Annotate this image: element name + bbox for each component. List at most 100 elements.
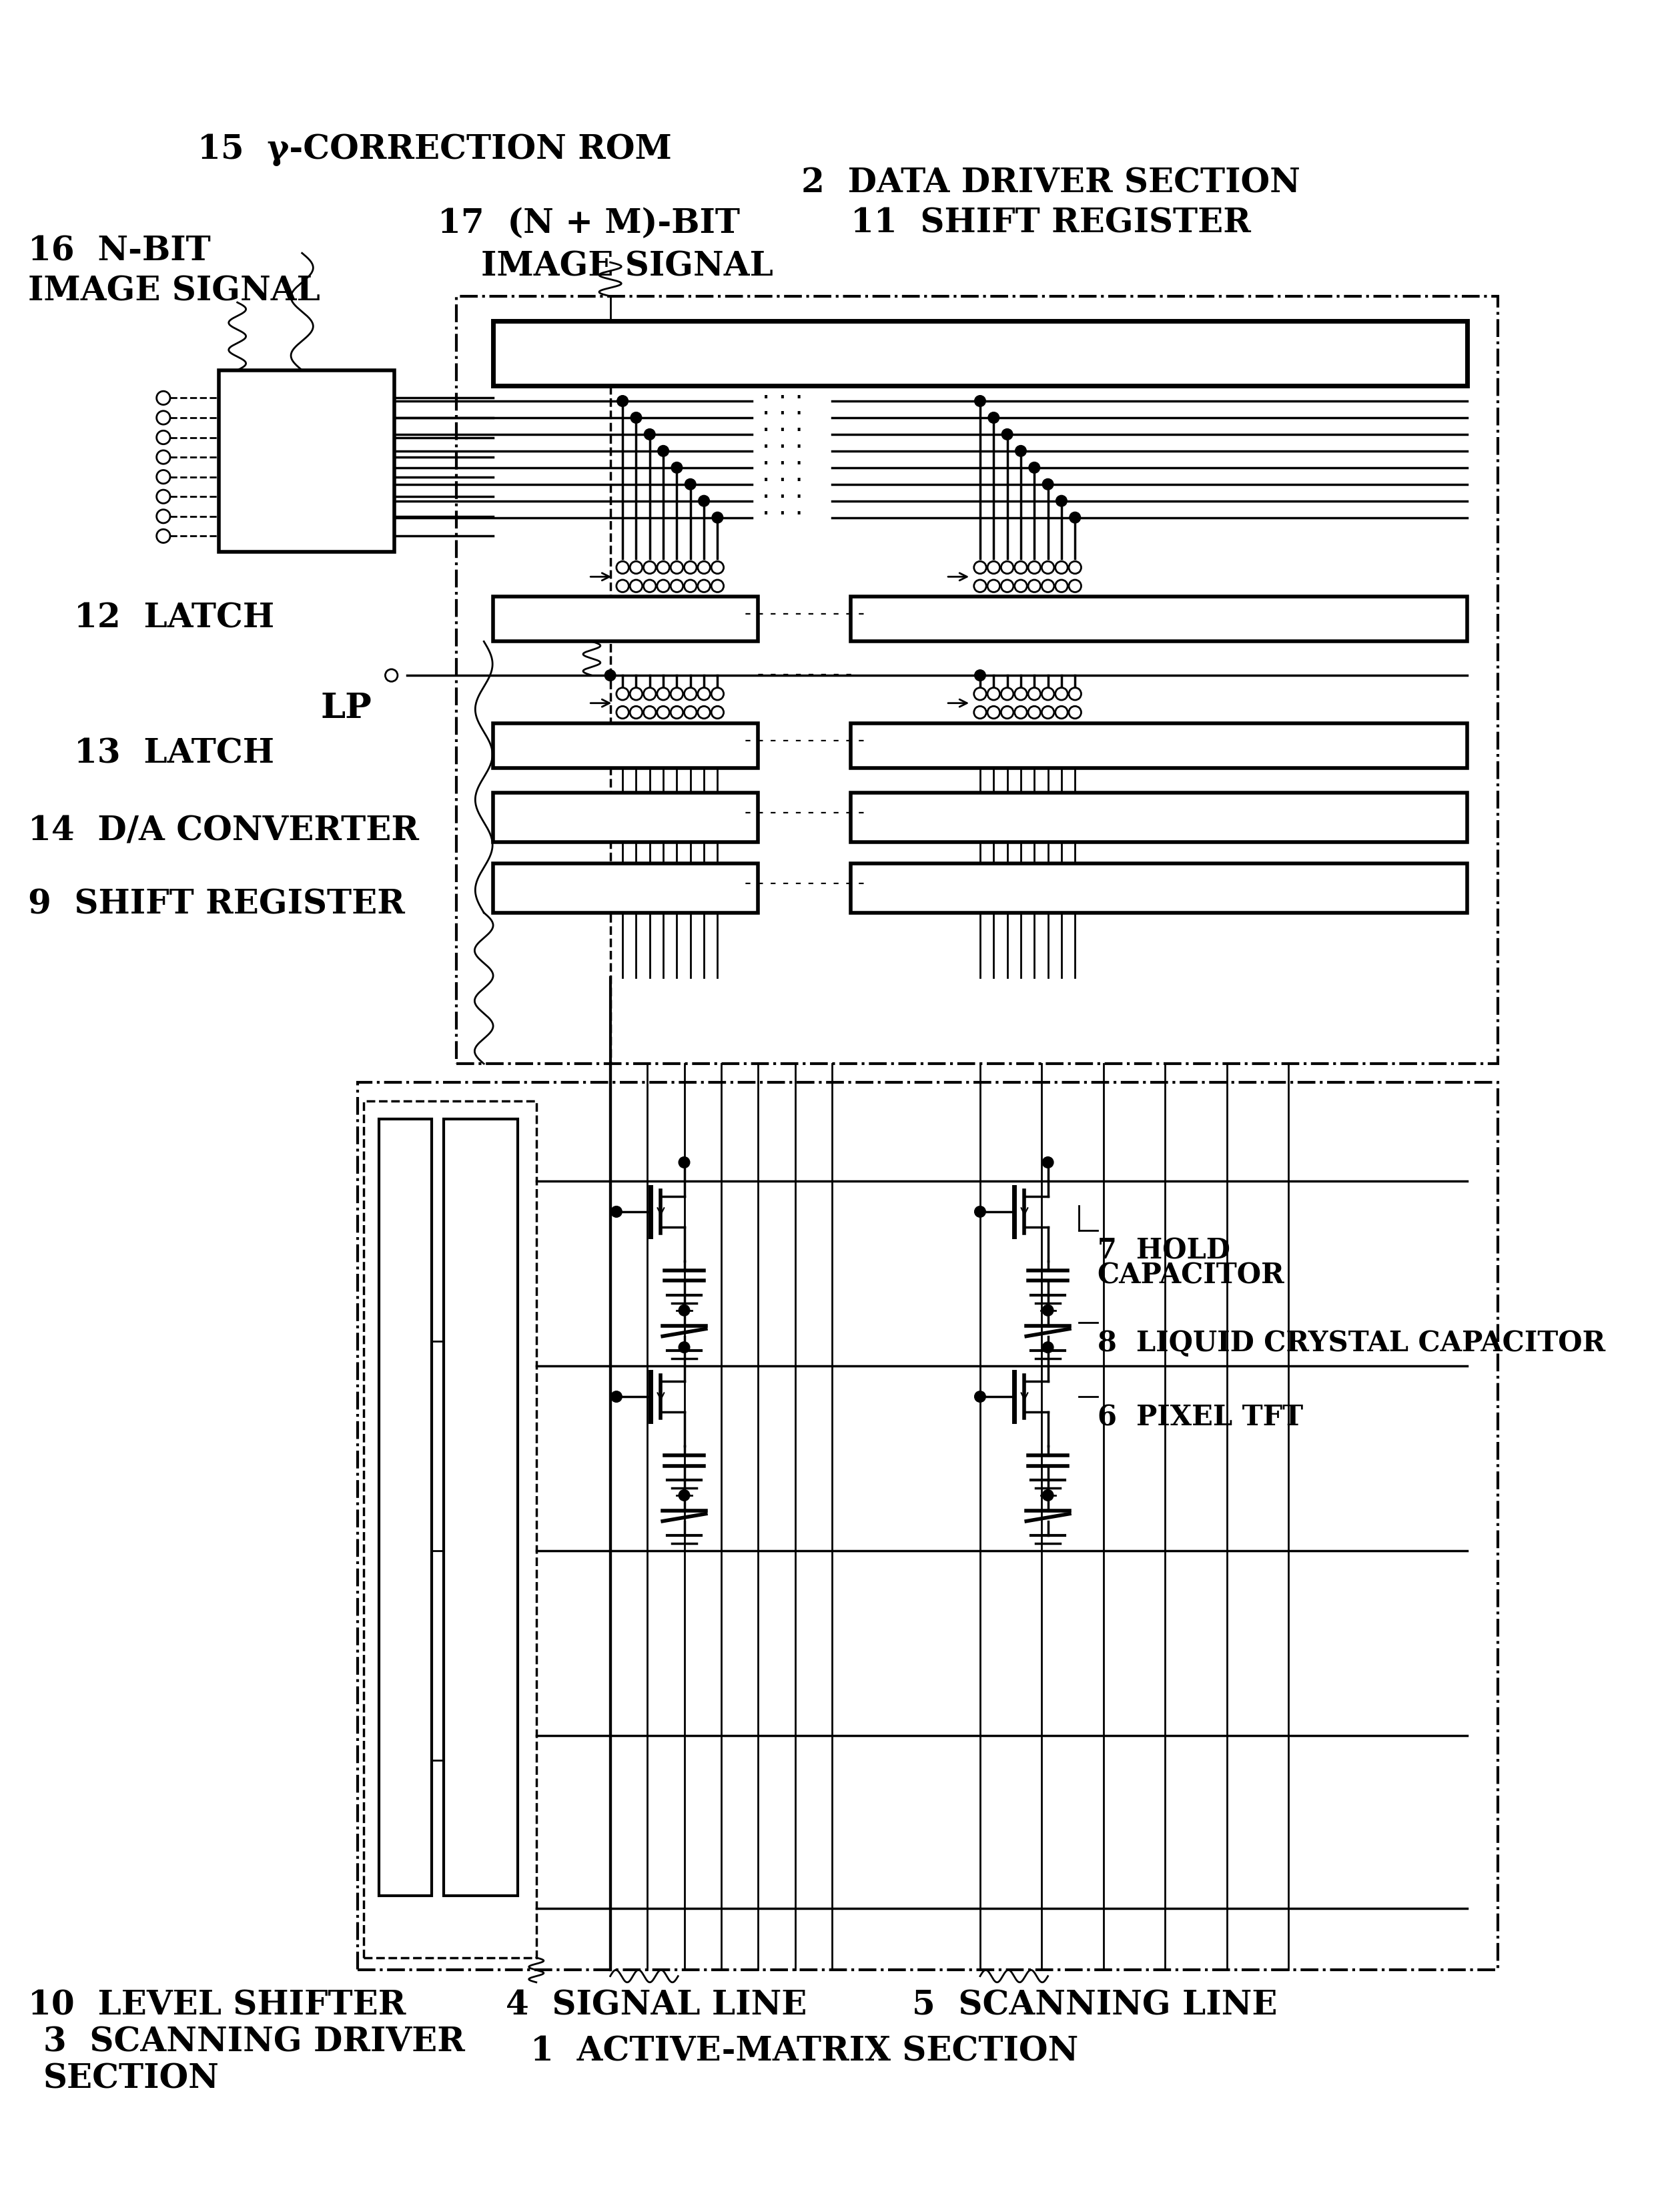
Circle shape (630, 562, 642, 575)
Circle shape (630, 688, 642, 701)
Circle shape (657, 447, 669, 458)
Text: 10  LEVEL SHIFTER: 10 LEVEL SHIFTER (28, 1989, 406, 2022)
Circle shape (156, 529, 171, 544)
Text: 9  SHIFT REGISTER: 9 SHIFT REGISTER (28, 889, 404, 920)
Text: LP: LP (320, 690, 372, 726)
Circle shape (1027, 562, 1041, 575)
Circle shape (974, 580, 985, 593)
Text: 1  ACTIVE-MATRIX SECTION: 1 ACTIVE-MATRIX SECTION (530, 2035, 1078, 2068)
Text: 7  HOLD: 7 HOLD (1098, 1237, 1230, 1265)
Circle shape (644, 688, 655, 701)
Text: 17  (N + M)-BIT: 17 (N + M)-BIT (437, 208, 739, 241)
Circle shape (699, 495, 709, 507)
Circle shape (679, 1305, 691, 1316)
Circle shape (1027, 688, 1041, 701)
Circle shape (630, 580, 642, 593)
Circle shape (1014, 706, 1027, 719)
Circle shape (974, 670, 985, 681)
Text: 12  LATCH: 12 LATCH (74, 602, 275, 635)
Circle shape (1042, 1305, 1054, 1316)
Text: 2  DATA DRIVER SECTION: 2 DATA DRIVER SECTION (801, 168, 1301, 199)
Text: · · ·: · · · (763, 451, 803, 478)
Circle shape (610, 1391, 622, 1402)
Circle shape (657, 562, 669, 575)
Circle shape (697, 562, 711, 575)
Circle shape (617, 562, 628, 575)
Text: · · ·: · · · (763, 418, 803, 445)
Circle shape (156, 392, 171, 405)
Circle shape (385, 670, 397, 681)
Circle shape (679, 1343, 691, 1354)
Circle shape (987, 580, 1001, 593)
Text: CAPACITOR: CAPACITOR (1098, 1261, 1284, 1290)
Circle shape (156, 511, 171, 524)
Circle shape (630, 706, 642, 719)
Bar (444, 1119, 518, 1896)
Bar (220, 372, 394, 553)
Text: 13  LATCH: 13 LATCH (74, 737, 275, 770)
Circle shape (684, 580, 697, 593)
Circle shape (711, 688, 724, 701)
Bar (379, 1119, 431, 1896)
Circle shape (684, 688, 697, 701)
Bar (493, 321, 1466, 387)
Circle shape (974, 396, 985, 407)
Text: - - - - - - - - - -: - - - - - - - - - - (744, 732, 865, 750)
Circle shape (617, 706, 628, 719)
Circle shape (1069, 562, 1081, 575)
Circle shape (1042, 580, 1054, 593)
Circle shape (697, 706, 711, 719)
Text: SECTION: SECTION (44, 2062, 220, 2095)
Circle shape (630, 414, 642, 425)
Bar (851, 723, 1466, 768)
Circle shape (670, 562, 684, 575)
Bar (493, 865, 758, 914)
Bar (493, 723, 758, 768)
Circle shape (156, 491, 171, 504)
Circle shape (1014, 562, 1027, 575)
Text: - - - - - - - -: - - - - - - - - (758, 666, 851, 684)
Text: IMAGE SIGNAL: IMAGE SIGNAL (28, 274, 320, 307)
Text: · · ·: · · · (763, 436, 803, 460)
Circle shape (987, 562, 1001, 575)
Circle shape (1056, 580, 1068, 593)
Circle shape (1001, 580, 1014, 593)
Circle shape (974, 688, 985, 701)
Circle shape (672, 462, 682, 473)
Circle shape (1056, 562, 1068, 575)
Circle shape (697, 688, 711, 701)
Circle shape (684, 562, 697, 575)
Circle shape (1042, 1343, 1054, 1354)
Circle shape (605, 670, 615, 681)
Circle shape (156, 451, 171, 465)
Circle shape (1069, 688, 1081, 701)
Circle shape (685, 480, 696, 491)
Bar (851, 792, 1466, 843)
Circle shape (711, 580, 724, 593)
Circle shape (974, 1206, 985, 1217)
Circle shape (679, 1491, 691, 1502)
Circle shape (670, 688, 684, 701)
Circle shape (711, 562, 724, 575)
Circle shape (679, 1157, 691, 1168)
Text: 15  γ-CORRECTION ROM: 15 γ-CORRECTION ROM (198, 133, 672, 166)
Circle shape (1001, 706, 1014, 719)
Circle shape (1042, 706, 1054, 719)
Text: - - - - - - - - - -: - - - - - - - - - - (744, 803, 865, 821)
Circle shape (1042, 1157, 1054, 1168)
Circle shape (1069, 706, 1081, 719)
Circle shape (1001, 688, 1014, 701)
Circle shape (684, 706, 697, 719)
Circle shape (156, 471, 171, 484)
Bar (357, 1082, 1498, 1971)
Circle shape (156, 411, 171, 425)
Circle shape (1042, 562, 1054, 575)
Text: 8  LIQUID CRYSTAL CAPACITOR: 8 LIQUID CRYSTAL CAPACITOR (1098, 1329, 1606, 1358)
Bar (456, 296, 1498, 1064)
Circle shape (974, 1391, 985, 1402)
Circle shape (617, 580, 628, 593)
Circle shape (987, 688, 1001, 701)
Text: · · ·: · · · (763, 385, 803, 411)
Circle shape (1029, 462, 1039, 473)
Circle shape (1014, 688, 1027, 701)
